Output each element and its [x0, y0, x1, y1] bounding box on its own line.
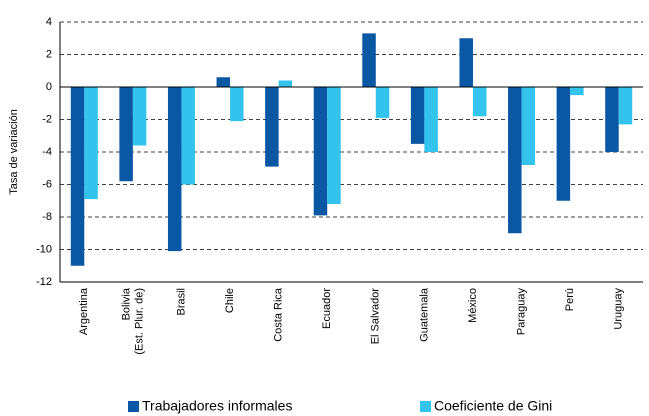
legend-swatch: [420, 401, 431, 412]
bar: [265, 87, 279, 167]
y-axis-title: Tasa de variación: [8, 109, 20, 195]
x-tick-label: Brasil: [175, 288, 187, 316]
y-tick-label: 0: [46, 81, 52, 93]
bar: [556, 87, 571, 201]
x-tick-label: Chile: [224, 288, 236, 313]
y-tick-label: -12: [36, 276, 52, 288]
legend-label: Trabajadores informales: [142, 398, 292, 414]
bar: [605, 87, 619, 152]
bar: [230, 87, 244, 122]
bar: [472, 87, 487, 117]
bar: [278, 80, 293, 87]
bar: [521, 87, 536, 165]
x-tick-label: México: [467, 288, 479, 323]
y-tick-label: 4: [46, 16, 52, 28]
y-tick-label: -8: [42, 211, 52, 223]
x-tick-label: Ecuador: [321, 288, 333, 329]
x-tick-label: Uruguay: [613, 288, 625, 330]
bar: [132, 87, 147, 146]
bar: [459, 38, 473, 87]
bar: [84, 87, 98, 200]
bar: [313, 87, 328, 216]
bar: [70, 87, 85, 266]
bar: [362, 33, 376, 87]
bar: [424, 87, 438, 152]
y-tick-label: -2: [42, 113, 52, 125]
x-tick-label: Bolivia(Est. Plur. de): [120, 287, 145, 355]
bar: [570, 87, 584, 96]
y-tick-label: -4: [42, 146, 52, 158]
bar: [410, 87, 425, 144]
x-tick-label: Paraguay: [515, 288, 527, 336]
bar: [167, 87, 182, 252]
y-tick-label: -6: [42, 178, 52, 190]
x-tick-label: El Salvador: [370, 288, 382, 345]
x-tick-label: Argentina: [78, 287, 90, 335]
x-tick-label: Perú: [564, 288, 576, 311]
bar: [119, 87, 133, 182]
y-tick-label: -10: [36, 243, 52, 255]
bar: [327, 87, 341, 204]
y-tick-label: 2: [46, 48, 52, 60]
x-tick-label: Costa Rica: [273, 287, 285, 342]
bar: [375, 87, 390, 118]
bar: [216, 77, 231, 87]
bar: [508, 87, 522, 234]
bar: [181, 87, 195, 185]
legend-swatch: [128, 401, 139, 412]
x-tick-label: Guatemala: [418, 287, 430, 342]
legend-label: Coeficiente de Gini: [434, 398, 552, 414]
bar: [618, 87, 633, 125]
